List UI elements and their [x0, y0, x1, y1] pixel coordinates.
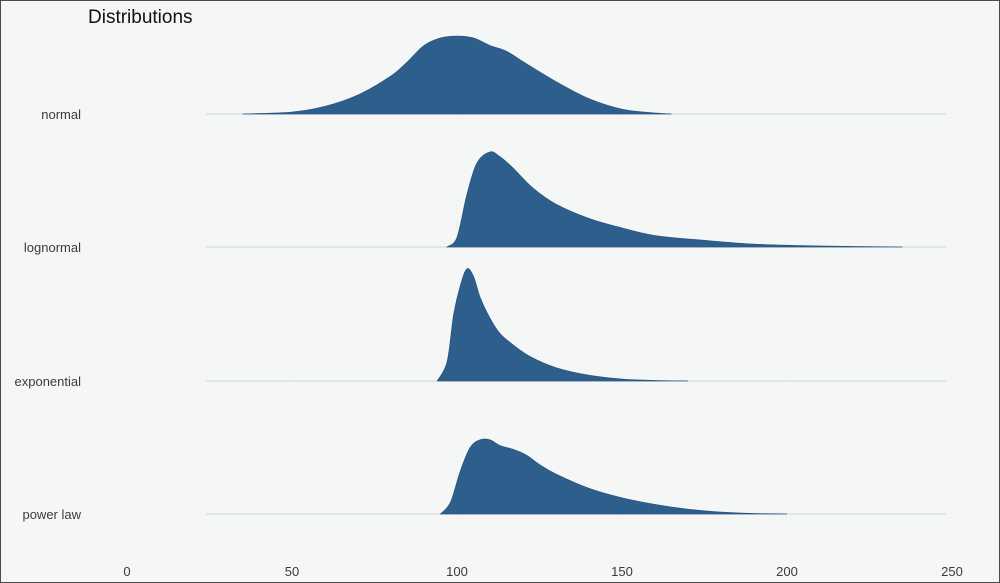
x-axis-ticks: 0 50 100 150 200 250 — [123, 564, 962, 579]
ridge-exponential — [436, 268, 689, 382]
category-label-exponential: exponential — [15, 374, 82, 389]
x-tick-label-0: 0 — [123, 564, 130, 579]
grid-lines — [126, 21, 953, 541]
category-label-lognormal: lognormal — [24, 240, 81, 255]
ridge-lognormal — [446, 151, 903, 248]
category-label-power-law: power law — [22, 507, 81, 522]
x-tick-label-1: 50 — [285, 564, 299, 579]
category-labels: normal lognormal exponential power law — [15, 107, 82, 522]
x-tick-label-4: 200 — [776, 564, 798, 579]
baselines — [206, 113, 946, 515]
ridges — [242, 35, 903, 515]
x-tick-label-2: 100 — [446, 564, 468, 579]
category-label-normal: normal — [41, 107, 81, 122]
x-tick-label-3: 150 — [611, 564, 633, 579]
chart-title: Distributions — [88, 7, 193, 28]
ridge-normal — [242, 35, 672, 115]
x-tick-label-5: 250 — [941, 564, 963, 579]
ridge-power-law — [439, 438, 788, 515]
